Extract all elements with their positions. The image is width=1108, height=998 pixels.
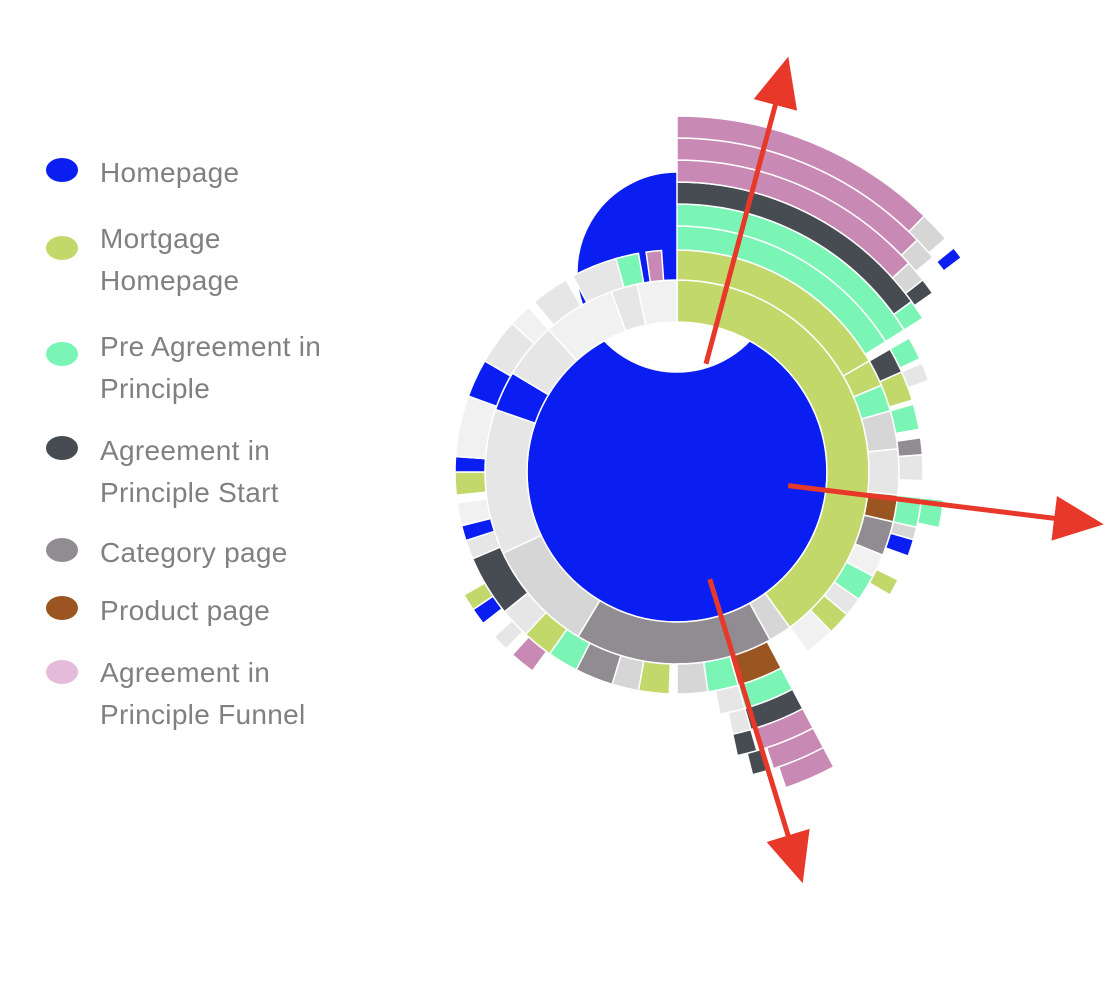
legend-swatch (46, 236, 78, 260)
sunburst-segment (892, 300, 924, 332)
annotation-arrow (707, 578, 810, 884)
sunburst-segment (645, 249, 665, 283)
legend-label: Category page (100, 537, 288, 568)
legend-label: Agreement in Principle Start (100, 435, 279, 508)
sunburst-segment (904, 278, 934, 307)
legend-swatch (46, 436, 78, 460)
sunburst-segment (493, 619, 524, 651)
sunburst-segment (935, 246, 963, 273)
sunburst-segment (614, 252, 645, 289)
sunburst-segment (676, 661, 709, 695)
legend: Homepage Mortgage Homepage Pre Agreement i… (0, 0, 400, 998)
sunburst-segment (884, 532, 915, 558)
sunburst-segment (511, 635, 548, 673)
sunburst-segment (889, 336, 921, 370)
sunburst-segment (788, 609, 833, 653)
sunburst-segment (533, 278, 583, 326)
sunburst-segment (868, 568, 900, 597)
legend-swatch (46, 596, 78, 620)
sunburst-segment (454, 471, 487, 497)
sunburst-segment (897, 454, 924, 482)
legend-label: Pre Agreement in Principle (100, 331, 322, 404)
annotation-arrow (787, 483, 1104, 541)
legend-swatch (46, 660, 78, 684)
legend-swatch (46, 538, 78, 562)
sunburst-segment (867, 447, 900, 497)
legend-label: Product page (100, 595, 271, 626)
sunburst-segment (510, 305, 550, 345)
sunburst-segment (889, 403, 921, 435)
legend-label: Mortgage Homepage (100, 223, 240, 296)
legend-swatch (46, 342, 78, 366)
sunburst-segment (900, 361, 930, 389)
legend-label: Agreement in Principle Funnel (100, 657, 306, 730)
sunburst-rings (454, 115, 963, 789)
sunburst-segment (777, 746, 835, 789)
annotation-arrow (703, 56, 798, 365)
legend-label: Homepage (100, 157, 240, 188)
legend-swatch (46, 158, 78, 182)
annotation-arrows (703, 56, 1104, 884)
sunburst-segment (907, 214, 947, 254)
sunburst-segment (462, 581, 494, 611)
sunburst-segment (895, 436, 924, 458)
sunburst-segment (456, 497, 492, 527)
